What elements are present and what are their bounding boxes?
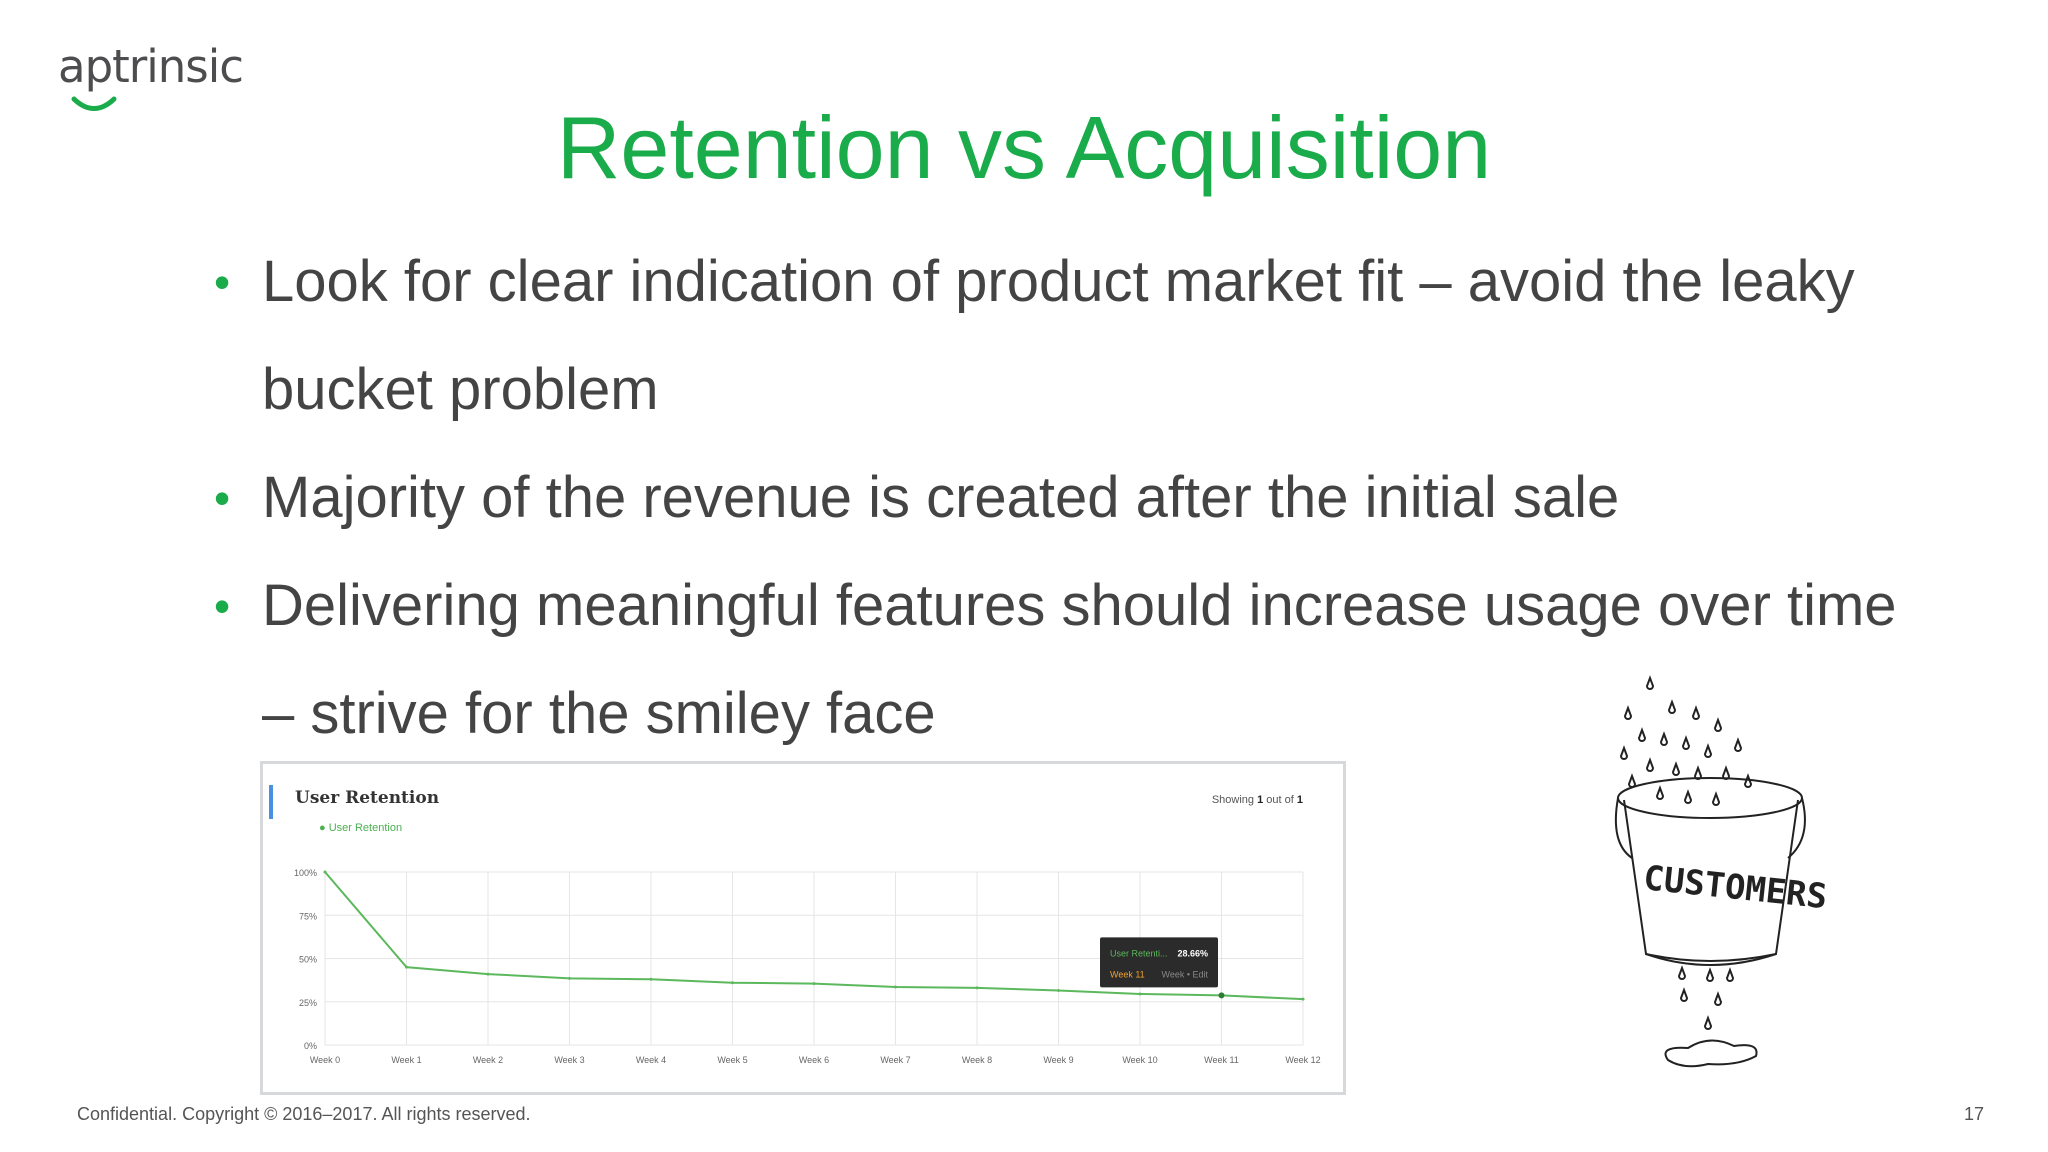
showing-middle: out of bbox=[1266, 794, 1294, 806]
leaky-bucket-illustration: CUSTOMERS bbox=[1614, 675, 1829, 1068]
bucket-label: CUSTOMERS bbox=[1642, 858, 1829, 917]
bullet-marker: • bbox=[214, 580, 231, 632]
bullet-text: Delivering meaningful features should in… bbox=[262, 573, 1897, 746]
showing-total: 1 bbox=[1296, 794, 1303, 806]
y-tick-label: 100% bbox=[294, 868, 317, 878]
retention-line-chart: 100% 75% 50% 25% 0% Week 0 Week 1 Week 2 Week 3 W… bbox=[294, 868, 1321, 1065]
data-point bbox=[323, 870, 327, 874]
bullet-text: Look for clear indication of product mar… bbox=[262, 249, 1855, 422]
bullet-list: • Look for clear indication of product m… bbox=[200, 228, 1900, 768]
bullet-marker: • bbox=[214, 256, 231, 308]
data-point bbox=[405, 965, 408, 969]
bullet-item: • Delivering meaningful features should … bbox=[200, 552, 1900, 768]
x-tick-label: Week 9 bbox=[1043, 1055, 1073, 1065]
y-tick-label: 50% bbox=[299, 955, 317, 965]
x-tick-label: Week 7 bbox=[880, 1055, 910, 1065]
data-point bbox=[1218, 992, 1225, 999]
x-tick-label: Week 12 bbox=[1285, 1055, 1320, 1065]
tooltip-week: Week 11 bbox=[1110, 969, 1145, 979]
chart-legend: ● User Retention bbox=[319, 822, 403, 834]
user-retention-chart-screenshot: User Retention ● User Retention Showing … bbox=[260, 761, 1346, 1095]
showing-count: Showing 1 out of 1 bbox=[1212, 794, 1303, 806]
x-tick-label: Week 11 bbox=[1204, 1055, 1239, 1065]
tooltip-box bbox=[1100, 937, 1218, 988]
x-tick-label: Week 1 bbox=[391, 1055, 421, 1065]
data-point bbox=[649, 977, 653, 981]
aptrinsic-logo: aptrinsic bbox=[58, 44, 258, 116]
data-point bbox=[812, 982, 816, 986]
slide-title: Retention vs Acquisition bbox=[556, 98, 1492, 197]
x-tick-label: Week 2 bbox=[473, 1055, 503, 1065]
y-tick-label: 25% bbox=[299, 998, 317, 1008]
y-tick-label: 0% bbox=[304, 1041, 317, 1051]
tooltip-extra: Week • Edit bbox=[1161, 969, 1208, 979]
bullet-item: • Majority of the revenue is created aft… bbox=[200, 444, 1900, 552]
x-tick-label: Week 6 bbox=[799, 1055, 829, 1065]
showing-prefix: Showing bbox=[1211, 794, 1255, 806]
bullet-marker: • bbox=[214, 472, 231, 524]
x-tick-label: Week 8 bbox=[962, 1055, 992, 1065]
showing-current: 1 bbox=[1257, 794, 1264, 806]
page-number: 17 bbox=[1963, 1104, 1984, 1124]
logo-text: aptrinsic bbox=[58, 40, 244, 93]
data-point bbox=[731, 981, 734, 985]
x-tick-label: Week 4 bbox=[636, 1055, 666, 1065]
data-point bbox=[975, 986, 979, 990]
x-tick-label: Week 5 bbox=[717, 1055, 747, 1065]
bullet-item: • Look for clear indication of product m… bbox=[200, 228, 1900, 444]
tooltip-series: User Retenti... bbox=[1110, 948, 1168, 958]
x-tick-label: Week 3 bbox=[554, 1055, 584, 1065]
x-tick-label: Week 0 bbox=[310, 1055, 340, 1065]
smile-logo-icon bbox=[71, 96, 117, 111]
chart-title: User Retention bbox=[295, 788, 440, 808]
data-point bbox=[894, 985, 897, 989]
data-point bbox=[1057, 989, 1060, 993]
bullet-text: Majority of the revenue is created after… bbox=[262, 465, 1620, 530]
data-point bbox=[1138, 992, 1142, 996]
x-tick-label: Week 10 bbox=[1122, 1055, 1157, 1065]
tooltip-value: 28.66% bbox=[1177, 948, 1208, 958]
y-tick-label: 75% bbox=[299, 911, 317, 921]
data-point bbox=[486, 972, 490, 976]
data-point bbox=[568, 976, 571, 980]
data-point bbox=[1301, 997, 1305, 1001]
chart-accent-bar bbox=[269, 785, 273, 819]
legend-label: User Retention bbox=[328, 822, 403, 834]
copyright-footer: Confidential. Copyright © 2016–2017. All… bbox=[77, 1104, 531, 1124]
